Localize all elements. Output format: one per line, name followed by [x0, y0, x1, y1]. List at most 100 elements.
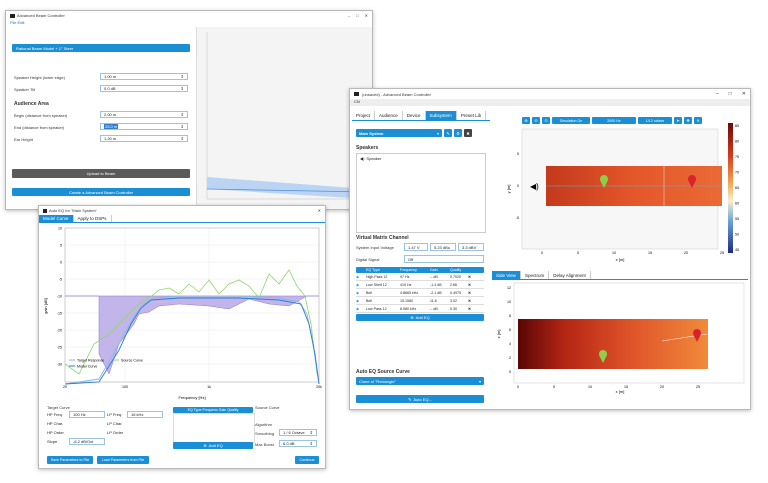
maximize-icon[interactable]: □: [356, 13, 359, 18]
lp-freq-input[interactable]: 16 kHz: [127, 411, 163, 418]
max-boost-input[interactable]: 6.0 dB ⇕: [279, 440, 317, 447]
cursor-icon[interactable]: ➤: [674, 117, 682, 124]
digital-signal-input[interactable]: Off: [404, 255, 484, 263]
delete-icon[interactable]: ✖: [468, 298, 472, 303]
eq-toggle-icon[interactable]: ◉: [356, 282, 360, 287]
zoom-out-icon[interactable]: ⊖: [532, 117, 540, 124]
list-item[interactable]: ◀) Speaker: [360, 156, 382, 161]
eq-cell-type[interactable]: Bell: [366, 290, 372, 295]
listener-pin-green[interactable]: [600, 175, 608, 188]
eq-table-row[interactable]: ◉ Low Shelf 12 419 Hz -1.4 dB 2.66 ✖: [356, 281, 484, 289]
main-menu-bar[interactable]: CN: [350, 99, 750, 106]
eq-cell-gain[interactable]: -2.1 dB: [430, 290, 442, 295]
input-dbv[interactable]: 3.3 dBV: [458, 243, 484, 251]
tab-model-curve[interactable]: Model Curve: [39, 215, 74, 222]
delete-icon[interactable]: ✖: [468, 274, 472, 279]
eq-cell-type[interactable]: Low Pass 12: [366, 306, 387, 311]
save-parameters-button[interactable]: Save Parameters to File: [47, 456, 93, 464]
eq-cell-type[interactable]: Low Shelf 12: [366, 282, 387, 287]
minimize-icon[interactable]: –: [715, 91, 719, 97]
tab-device[interactable]: Device: [403, 111, 426, 120]
tab-delay-alignment[interactable]: Delay Alignment: [549, 271, 591, 279]
bandwidth-select[interactable]: 1/12 octave: [638, 117, 672, 124]
eq-toggle-icon[interactable]: ◉: [356, 306, 360, 311]
create-controller-button[interactable]: Create a Advanced Beam Controller: [12, 188, 190, 196]
eq-cell-gain[interactable]: -- dB: [430, 274, 438, 279]
add-eq-button[interactable]: ⊕ Add EQ: [356, 314, 484, 321]
auto-eq-button[interactable]: ✎ Auto EQ...: [356, 395, 484, 403]
back-window-menu[interactable]: File Edit: [10, 20, 25, 25]
delete-icon[interactable]: ✖: [468, 290, 472, 295]
tab-preset-lib[interactable]: Preset Lib: [457, 111, 487, 120]
eq-toggle-icon[interactable]: ◉: [356, 290, 360, 295]
load-parameters-button[interactable]: Load Parameters from File: [97, 456, 149, 464]
maximize-icon[interactable]: □: [728, 91, 732, 97]
eq-cell-freq[interactable]: 419 Hz: [400, 282, 412, 287]
eq-cell-gain[interactable]: 11.6: [430, 298, 437, 303]
hp-order-select[interactable]: 24 dB/Oct: [69, 429, 105, 436]
delete-icon[interactable]: ✖: [464, 129, 472, 137]
speaker-marker-icon[interactable]: ◀): [530, 182, 539, 191]
input-dbu[interactable]: 5.23 dBu: [430, 243, 456, 251]
tab-project[interactable]: Project: [352, 111, 376, 120]
tab-apply-to-dsps[interactable]: Apply to DSPs: [74, 215, 112, 222]
edit-icon[interactable]: ✎: [444, 129, 452, 137]
eq-cell-gain[interactable]: -1.4 dB: [430, 282, 442, 287]
upload-to-beam-button[interactable]: Upload to Beam: [12, 169, 190, 178]
hp-freq-input[interactable]: 100 Hz: [69, 411, 105, 418]
eq-cell-q[interactable]: 0.4975: [450, 290, 461, 295]
system-select[interactable]: Main System ▾: [356, 129, 442, 137]
lp-char-select[interactable]: Butterworth: [127, 420, 163, 427]
hp-char-select[interactable]: Butterworth: [69, 420, 105, 427]
pan-icon[interactable]: ✥: [684, 117, 692, 124]
eq-table-row[interactable]: ◉ High Pass 12 97 Hz -- dB 0.7020 ✖: [356, 273, 484, 281]
close-icon[interactable]: ✕: [364, 13, 368, 18]
delete-icon[interactable]: ✖: [468, 282, 472, 287]
input-volts[interactable]: 1.47 V: [404, 243, 428, 251]
source-curve-select[interactable]: Clone of "Rectangle": [255, 410, 317, 417]
add-eq-button[interactable]: ⊕ Add EQ: [173, 442, 253, 449]
eq-cell-q[interactable]: 3.02: [450, 298, 457, 303]
close-icon[interactable]: ✕: [317, 208, 321, 213]
tab-side-view[interactable]: Side View: [492, 271, 521, 279]
speaker-tilt-input[interactable]: 0.0 dB ⇕: [100, 85, 188, 92]
eq-toggle-icon[interactable]: ◉: [356, 298, 360, 303]
speaker-height-input[interactable]: 1.00 m ⇕: [100, 73, 188, 80]
eq-cell-gain[interactable]: -- dB: [430, 306, 438, 311]
eq-cell-q[interactable]: 0.30: [450, 306, 457, 311]
delete-icon[interactable]: ✖: [468, 306, 472, 311]
eq-table-row[interactable]: ◉ Bell 15.1580 11.6 3.02 ✖: [356, 297, 484, 305]
eq-cell-freq[interactable]: 15.1580: [400, 298, 413, 303]
ear-height-input[interactable]: 1.20 m ⇕: [100, 135, 188, 142]
eq-cell-q[interactable]: 2.66: [450, 282, 457, 287]
eq-toggle-icon[interactable]: ◉: [356, 274, 360, 279]
zoom-in-icon[interactable]: ⊕: [522, 117, 530, 124]
eq-table-row[interactable]: ◉ Low Pass 12 8.980 kHz -- dB 0.30 ✖: [356, 305, 484, 313]
eq-cell-freq[interactable]: 4.8665 kHz: [400, 290, 419, 295]
eq-table-row[interactable]: ◉ Bell 4.8665 kHz -2.1 dB 0.4975 ✖: [356, 289, 484, 297]
close-icon[interactable]: ✕: [741, 91, 746, 97]
listener-pin-green[interactable]: [599, 350, 607, 363]
frequency-select[interactable]: 2000 Hz: [592, 117, 636, 124]
ruler-icon[interactable]: ✕: [694, 117, 702, 124]
tab-audience[interactable]: Audience: [375, 111, 403, 120]
eq-cell-type[interactable]: Bell: [366, 298, 372, 303]
smoothing-input[interactable]: 1 / 6 Octave ⇕: [279, 429, 317, 436]
auto-eq-source-select[interactable]: Clone of "Rectangle" ▾: [356, 377, 484, 385]
end-input[interactable]: 25.0 m ⇕: [100, 123, 188, 130]
slope-input[interactable]: -6.2 dB/Oct: [69, 438, 105, 445]
continue-button[interactable]: Continue: [295, 456, 319, 464]
lp-order-select[interactable]: 24 dB/Oct: [127, 429, 163, 436]
eq-cell-type[interactable]: High Pass 12: [366, 274, 388, 279]
begin-input[interactable]: 2.00 m ⇕: [100, 111, 188, 118]
model-banner[interactable]: Rational Beam Model + 1° Steer: [12, 44, 190, 52]
settings-icon[interactable]: ⚙: [454, 129, 462, 137]
zoom-fit-icon[interactable]: ⊙: [542, 117, 550, 124]
listener-pin-red[interactable]: [693, 329, 701, 342]
eq-cell-freq[interactable]: 97 Hz: [400, 274, 410, 279]
eq-cell-q[interactable]: 0.7020: [450, 274, 461, 279]
tab-subsystem[interactable]: Subsystem: [425, 111, 457, 120]
eq-cell-freq[interactable]: 8.980 kHz: [400, 306, 417, 311]
listener-pin-red[interactable]: [688, 175, 696, 188]
simulation-select[interactable]: Simulation On: [552, 117, 590, 124]
